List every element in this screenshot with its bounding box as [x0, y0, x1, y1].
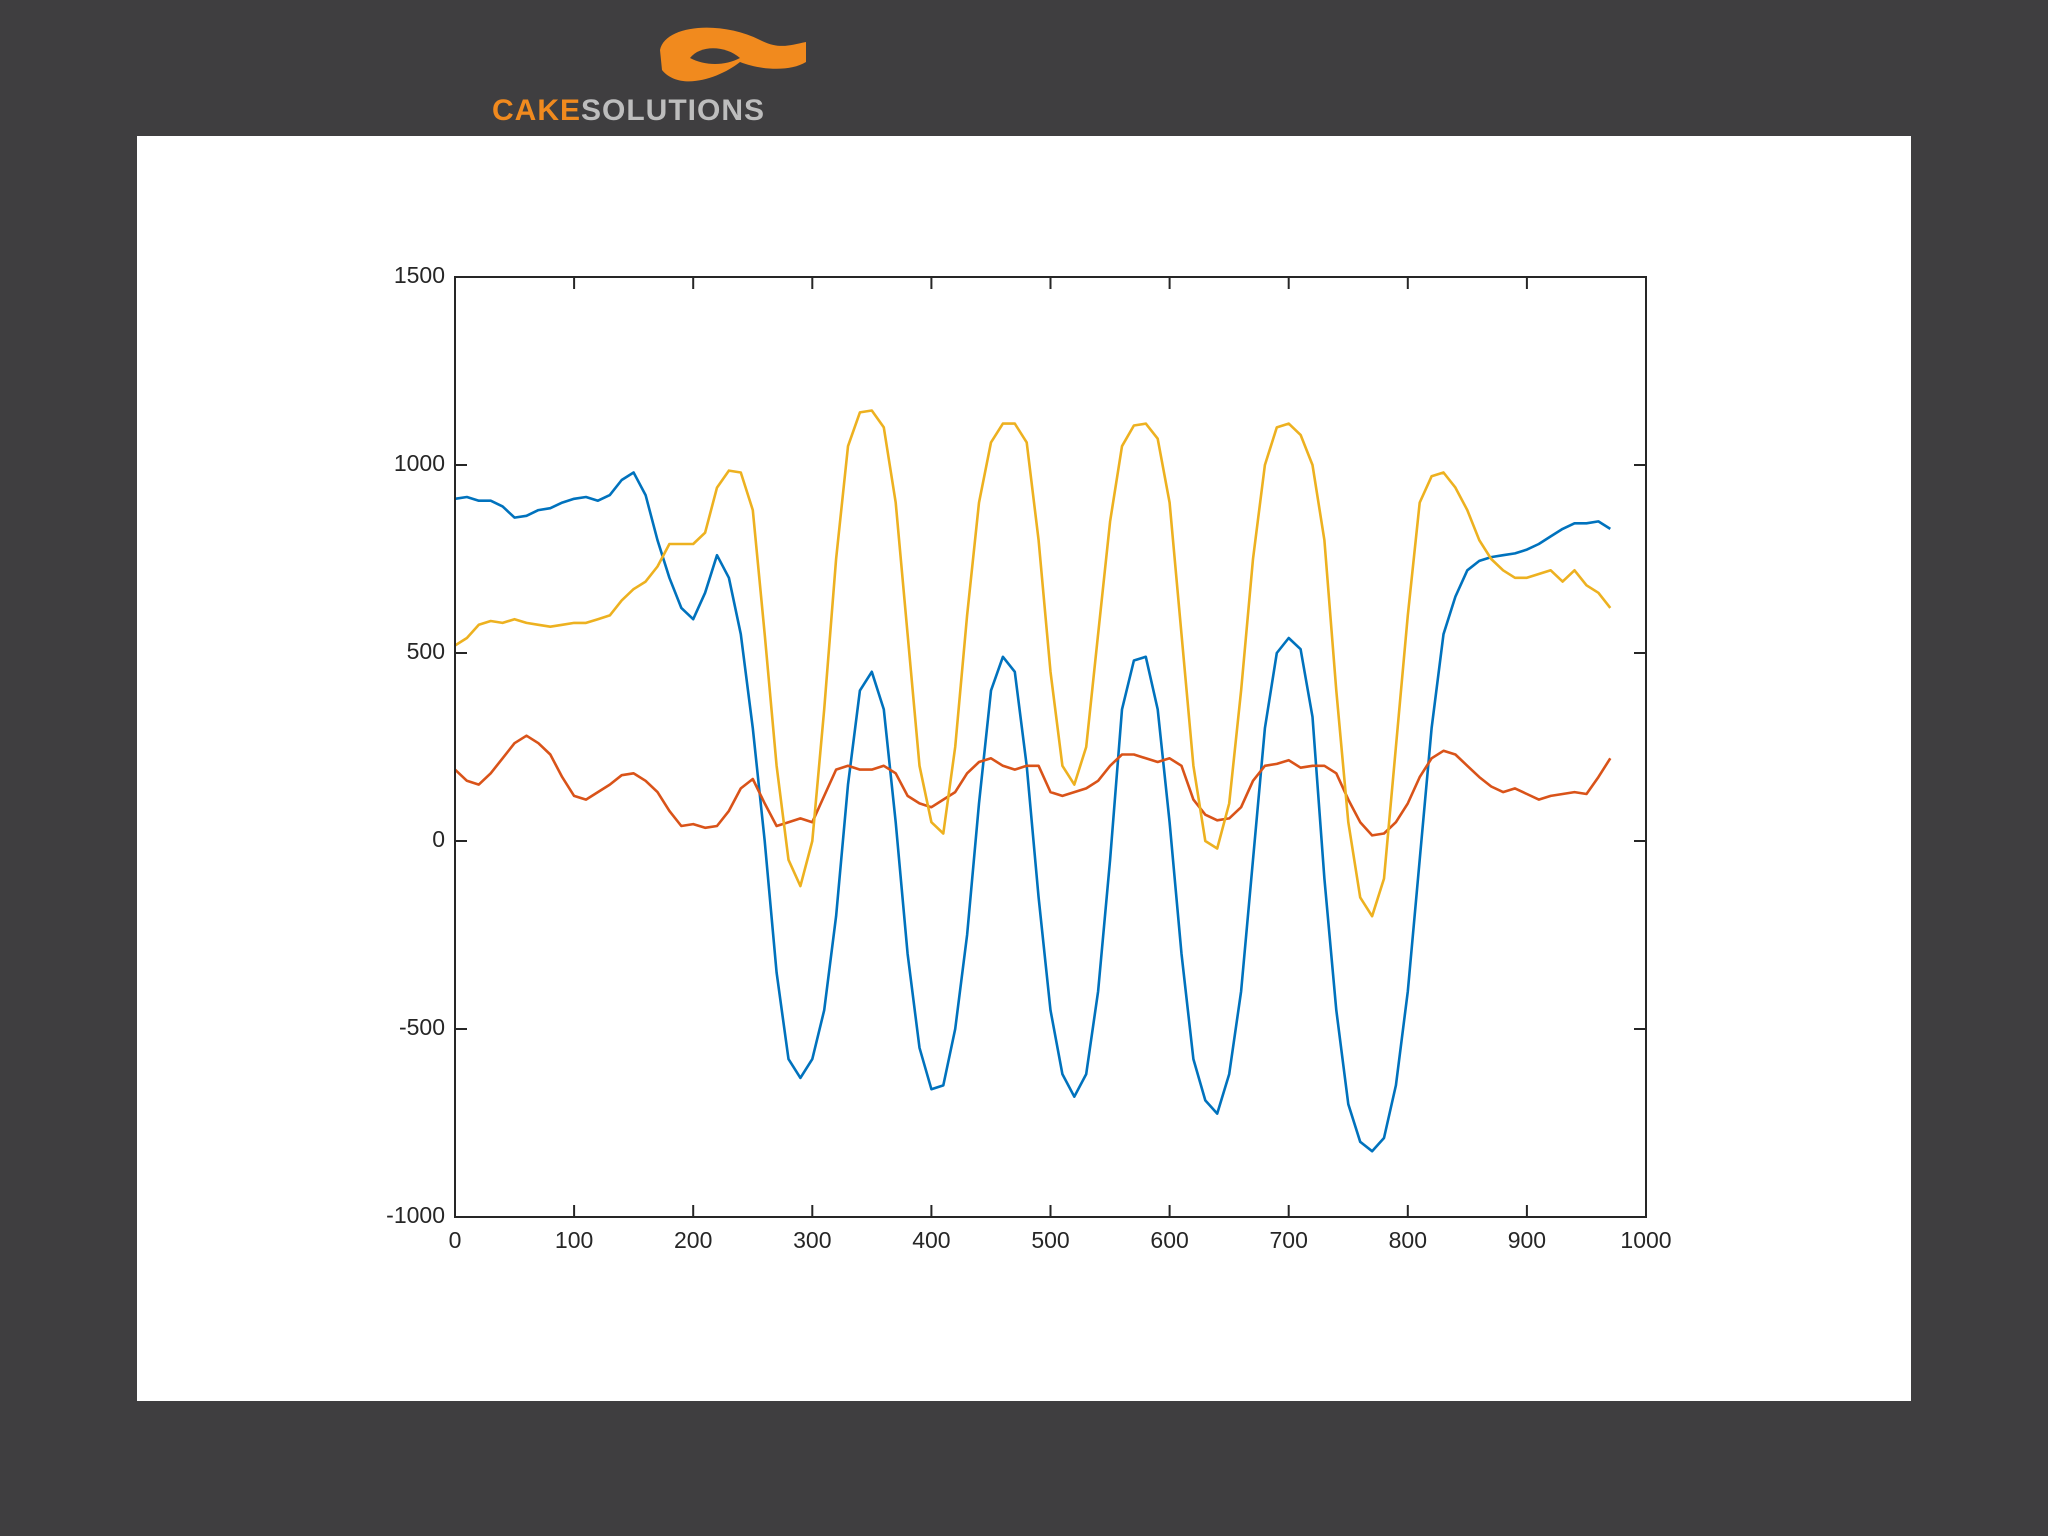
x-tick-label: 800	[1389, 1227, 1427, 1253]
logo: CAKESOLUTIONS	[492, 27, 806, 127]
series-line	[454, 471, 1611, 1153]
x-tick-label: 500	[1031, 1227, 1069, 1253]
panel	[137, 136, 1911, 1401]
y-tick-label: 500	[407, 638, 445, 664]
y-tick-label: 1000	[394, 450, 445, 476]
x-tick-label: 900	[1508, 1227, 1546, 1253]
x-tick-label: 1000	[1620, 1227, 1671, 1253]
y-tick-label: -1000	[386, 1202, 445, 1228]
y-tick-label: 1500	[394, 262, 445, 288]
plot: 0 100 200 300 400 500 600 700 800 900 1000 -1000 -50…	[386, 262, 1671, 1253]
x-tick-label: 400	[912, 1227, 950, 1253]
x-tick-label: 600	[1150, 1227, 1188, 1253]
logo-part1: CAKE	[492, 94, 581, 127]
y-tick-label: 0	[432, 826, 445, 852]
logo-text: CAKESOLUTIONS	[492, 94, 765, 127]
x-tick-label: 200	[674, 1227, 712, 1253]
x-tick-label: 100	[555, 1227, 593, 1253]
y-tick-label: -500	[399, 1014, 445, 1040]
series-line	[454, 409, 1612, 918]
x-tick-label: 700	[1270, 1227, 1308, 1253]
series-line	[454, 734, 1612, 837]
x-tick-label: 0	[449, 1227, 462, 1253]
x-tick-label: 300	[793, 1227, 831, 1253]
logo-part2: SOLUTIONS	[581, 94, 765, 127]
logo-cutout	[690, 48, 740, 64]
